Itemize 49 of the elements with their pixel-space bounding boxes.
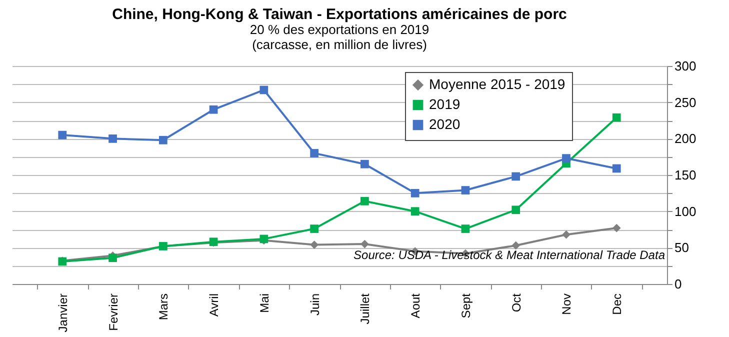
point (260, 86, 268, 94)
y-tick-label: 50 (674, 240, 689, 256)
y-tick-label: 300 (674, 58, 696, 74)
point (58, 130, 67, 140)
point (158, 136, 168, 144)
point (410, 188, 420, 198)
y-tick-label: 200 (674, 131, 696, 146)
x-tick-label: Sept (458, 292, 473, 318)
x-tick-label: Juillet (358, 292, 372, 324)
chart-title: Chine, Hong-Kong & Taiwan - Exportations américaines de porc (112, 6, 567, 23)
x-tick-label: Dec (610, 294, 624, 315)
chart-subtitle: 20 % des exportations en 2019 (carcasse, en million de livres) (250, 22, 430, 52)
point (310, 149, 318, 158)
x-tick-label: Mars (156, 294, 171, 320)
point (562, 154, 570, 162)
x-tick-label: Fevrier (106, 294, 120, 331)
y-tick-label: 0 (674, 276, 682, 292)
point (461, 186, 470, 194)
x-tick-label: Avril (207, 294, 222, 317)
legend-label: 2019 (429, 96, 460, 112)
point (360, 160, 369, 168)
y-tick-label: 100 (674, 204, 696, 219)
x-tick-label: Juin (308, 294, 322, 316)
point (410, 207, 420, 216)
y-tick-label: 150 (674, 168, 696, 182)
point (612, 113, 621, 122)
point (310, 240, 318, 249)
point (310, 224, 318, 233)
point (108, 254, 117, 262)
point (209, 105, 218, 114)
x-tick-label: Janvier (56, 294, 70, 332)
point (512, 172, 520, 181)
point (360, 240, 369, 248)
point (512, 241, 520, 250)
annotation: Source: USDA - Livestock & Meat International Trade Data (354, 248, 666, 262)
x-tick-label: Nov (560, 294, 574, 315)
point (360, 196, 369, 206)
point (612, 164, 621, 173)
x-tick-label: Mai (257, 294, 272, 313)
point (612, 224, 621, 232)
legend-label: Moyenne 2015 - 2019 (429, 76, 566, 92)
y-tick-label: 250 (674, 94, 696, 110)
point (108, 134, 117, 143)
x-tick-label: Aout (408, 292, 423, 318)
point (512, 206, 520, 214)
legend-label: 2020 (429, 116, 460, 132)
point (562, 230, 570, 239)
point (461, 224, 470, 233)
x-tick-label: Oct (509, 292, 524, 312)
